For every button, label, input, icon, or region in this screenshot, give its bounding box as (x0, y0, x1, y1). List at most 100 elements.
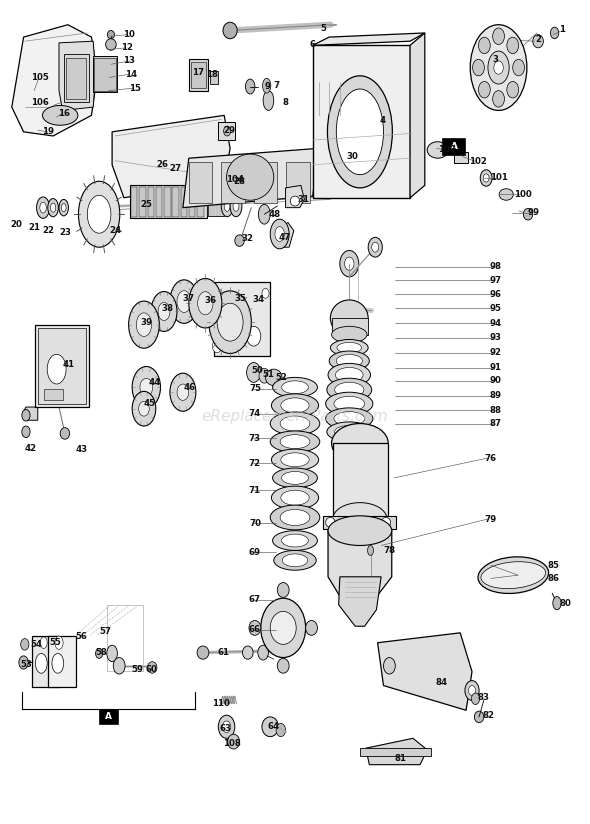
Ellipse shape (271, 449, 319, 471)
Text: 25: 25 (140, 200, 152, 208)
Text: 7: 7 (273, 82, 279, 90)
Bar (210, 71, 218, 84)
Ellipse shape (129, 301, 159, 349)
Ellipse shape (106, 39, 116, 50)
Text: 94: 94 (490, 319, 502, 327)
Ellipse shape (48, 199, 58, 217)
Bar (286, 162, 310, 203)
Text: 34: 34 (253, 296, 264, 304)
Ellipse shape (326, 392, 373, 415)
Text: 1: 1 (559, 26, 565, 34)
Text: 42: 42 (25, 444, 37, 452)
Text: 37: 37 (183, 294, 195, 302)
Text: 90: 90 (490, 377, 502, 385)
Ellipse shape (334, 396, 365, 411)
Ellipse shape (233, 201, 239, 212)
Text: 17: 17 (192, 68, 204, 77)
Ellipse shape (40, 637, 47, 648)
Ellipse shape (533, 35, 543, 48)
Ellipse shape (335, 382, 364, 397)
Text: 9: 9 (265, 82, 271, 91)
Ellipse shape (209, 291, 251, 353)
Text: 15: 15 (129, 84, 140, 92)
Ellipse shape (107, 645, 117, 662)
Text: 52: 52 (275, 373, 287, 382)
Ellipse shape (290, 196, 300, 206)
Polygon shape (366, 738, 427, 765)
Text: 31: 31 (297, 195, 309, 204)
Text: 67: 67 (249, 596, 261, 604)
Ellipse shape (328, 516, 392, 545)
Ellipse shape (281, 381, 309, 394)
Text: 43: 43 (76, 446, 87, 454)
Text: 72: 72 (249, 459, 261, 467)
Ellipse shape (470, 25, 527, 110)
Text: 100: 100 (514, 190, 532, 199)
Text: 30: 30 (347, 152, 359, 161)
Text: 75: 75 (249, 385, 261, 393)
Ellipse shape (280, 435, 310, 448)
Ellipse shape (384, 658, 395, 674)
Ellipse shape (224, 126, 231, 136)
Ellipse shape (170, 373, 196, 411)
Text: 96: 96 (490, 290, 502, 298)
Text: eReplacementParts.com: eReplacementParts.com (202, 409, 388, 424)
Polygon shape (12, 25, 97, 136)
Ellipse shape (22, 426, 30, 438)
Ellipse shape (513, 59, 525, 76)
Bar (107, 605, 143, 671)
Ellipse shape (262, 288, 269, 298)
Text: 97: 97 (490, 276, 502, 284)
Ellipse shape (227, 154, 274, 200)
Ellipse shape (258, 204, 270, 224)
Bar (313, 45, 410, 198)
Text: 89: 89 (490, 391, 502, 400)
Text: 46: 46 (184, 383, 196, 391)
Bar (323, 516, 396, 529)
Text: 44: 44 (149, 378, 160, 386)
Text: 32: 32 (242, 235, 254, 243)
Text: 95: 95 (490, 304, 502, 312)
Text: 28: 28 (233, 177, 245, 185)
Ellipse shape (158, 302, 170, 321)
Text: 2: 2 (535, 35, 541, 44)
Bar (44, 389, 63, 400)
Ellipse shape (494, 61, 503, 74)
Ellipse shape (52, 653, 64, 673)
Ellipse shape (368, 545, 373, 555)
Ellipse shape (245, 79, 255, 94)
Text: 104: 104 (226, 176, 244, 184)
Text: 57: 57 (99, 627, 111, 635)
Ellipse shape (280, 509, 310, 526)
Polygon shape (59, 41, 96, 110)
Ellipse shape (242, 646, 253, 659)
Text: 55: 55 (50, 639, 61, 647)
Bar (48, 636, 76, 687)
Ellipse shape (336, 368, 363, 382)
Bar (360, 748, 431, 756)
Ellipse shape (478, 557, 549, 593)
Ellipse shape (271, 394, 319, 417)
Text: 82: 82 (483, 711, 494, 719)
Ellipse shape (212, 339, 222, 353)
Text: 50: 50 (251, 367, 263, 375)
Text: 41: 41 (63, 360, 74, 368)
Ellipse shape (281, 471, 309, 485)
Ellipse shape (217, 303, 243, 341)
Ellipse shape (326, 517, 335, 527)
Ellipse shape (275, 227, 284, 241)
Text: 106: 106 (31, 98, 49, 106)
Text: 58: 58 (96, 648, 107, 657)
Bar (164, 187, 171, 217)
Bar (197, 187, 204, 217)
Text: 20: 20 (11, 220, 22, 228)
Text: 24: 24 (110, 227, 122, 235)
Polygon shape (410, 33, 425, 198)
Text: 5: 5 (320, 25, 326, 33)
Text: 69: 69 (249, 548, 261, 556)
Polygon shape (339, 577, 381, 626)
Ellipse shape (270, 611, 296, 644)
Ellipse shape (336, 354, 362, 368)
Ellipse shape (107, 30, 114, 39)
Bar (139, 187, 146, 217)
